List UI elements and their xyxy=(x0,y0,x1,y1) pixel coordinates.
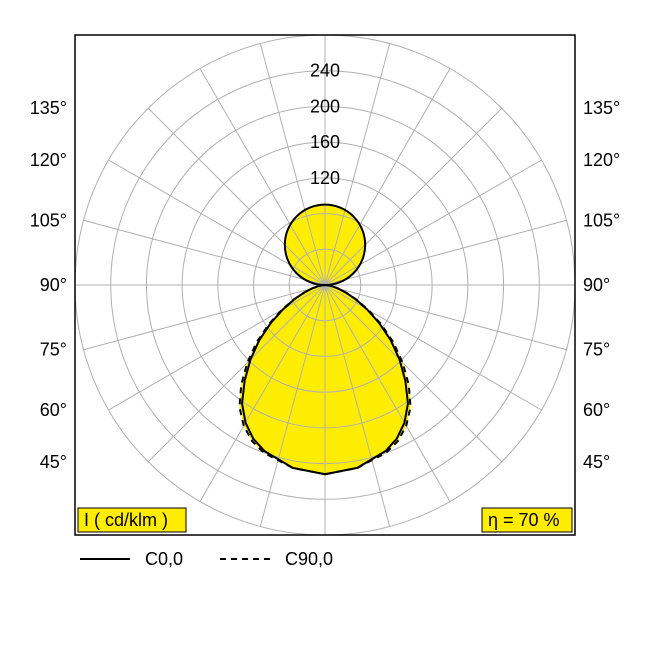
legend-label-c0: C0,0 xyxy=(145,549,183,569)
radial-tick-label: 120 xyxy=(310,168,340,188)
angle-label-right: 105° xyxy=(583,210,620,230)
angle-label-left: 90° xyxy=(40,275,67,295)
radial-tick-label: 160 xyxy=(310,132,340,152)
angle-label-left: 45° xyxy=(40,452,67,472)
angle-label-left: 60° xyxy=(40,400,67,420)
angle-label-right: 60° xyxy=(583,400,610,420)
angle-label-right: 75° xyxy=(583,340,610,360)
radial-tick-label: 200 xyxy=(310,96,340,116)
eta-label: η = 70 % xyxy=(488,510,560,530)
legend-label-c90: C90,0 xyxy=(285,549,333,569)
angle-label-right: 135° xyxy=(583,98,620,118)
angle-label-right: 120° xyxy=(583,150,620,170)
polar-plot: 120 160 200 240 45° 45° 60° 60° 75° 75° 90° 90° 105°… xyxy=(0,0,650,650)
angle-label-right: 90° xyxy=(583,275,610,295)
chart-container: 120 160 200 240 45° 45° 60° 60° 75° 75° 90° 90° 105°… xyxy=(0,0,650,650)
angle-label-left: 120° xyxy=(30,150,67,170)
unit-label: I ( cd/klm ) xyxy=(84,510,168,530)
angle-label-left: 75° xyxy=(40,340,67,360)
angle-label-left: 135° xyxy=(30,98,67,118)
angle-label-right: 45° xyxy=(583,452,610,472)
angle-label-left: 105° xyxy=(30,210,67,230)
radial-tick-label: 240 xyxy=(310,61,340,81)
